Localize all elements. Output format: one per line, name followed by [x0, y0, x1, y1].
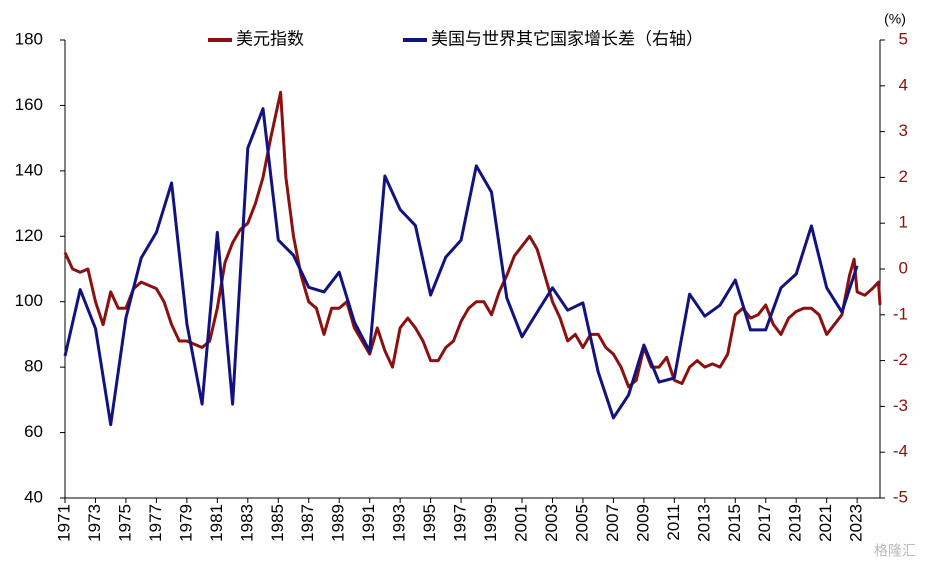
x-tick-label: 2013 — [694, 504, 713, 542]
y2-tick-label: 1 — [899, 213, 908, 232]
x-tick-label: 2017 — [755, 504, 774, 542]
y2-tick-label: -3 — [893, 396, 908, 415]
x-tick-label: 1983 — [237, 504, 256, 542]
x-tick-label: 2005 — [572, 504, 591, 542]
y-tick-label: 40 — [24, 487, 43, 506]
x-tick-label: 2007 — [603, 504, 622, 542]
x-tick-label: 1977 — [146, 504, 165, 542]
x-tick-label: 2015 — [725, 504, 744, 542]
x-tick-label: 1973 — [85, 504, 104, 542]
legend-label: 美国与世界其它国家增长差（右轴） — [431, 29, 703, 48]
x-tick-label: 1979 — [176, 504, 195, 542]
x-tick-label: 1985 — [268, 504, 287, 542]
x-tick-label: 1999 — [481, 504, 500, 542]
x-tick-label: 1991 — [359, 504, 378, 542]
y-tick-label: 100 — [15, 291, 43, 310]
x-tick-label: 1971 — [54, 504, 73, 542]
y2-tick-label: -2 — [893, 350, 908, 369]
y2-tick-label: 2 — [899, 167, 908, 186]
y-tick-label: 140 — [15, 160, 43, 179]
y2-tick-label: 4 — [899, 75, 908, 94]
y2-unit: (%) — [884, 11, 906, 27]
x-tick-label: 2023 — [847, 504, 866, 542]
x-tick-label: 1975 — [115, 504, 134, 542]
x-tick-label: 2011 — [664, 504, 683, 541]
x-tick-label: 1997 — [451, 504, 470, 542]
y-tick-label: 80 — [24, 357, 43, 376]
y-tick-label: 180 — [15, 29, 43, 48]
y-tick-label: 160 — [15, 95, 43, 114]
x-tick-label: 2001 — [511, 504, 530, 542]
x-tick-label: 2021 — [816, 504, 835, 542]
x-tick-label: 2003 — [542, 504, 561, 542]
y-tick-label: 120 — [15, 226, 43, 245]
watermark: 格隆汇 — [874, 543, 916, 559]
series-line — [63, 107, 859, 427]
x-tick-label: 1989 — [329, 504, 348, 542]
series-line — [63, 90, 882, 389]
y2-tick-label: -1 — [893, 304, 908, 323]
y-tick-label: 60 — [24, 422, 43, 441]
y2-tick-label: 5 — [899, 29, 908, 48]
x-tick-label: 2009 — [633, 504, 652, 542]
x-tick-label: 1987 — [298, 504, 317, 542]
y2-tick-label: -5 — [893, 487, 908, 506]
y2-tick-label: 0 — [899, 258, 908, 277]
legend-label: 美元指数 — [236, 29, 304, 48]
y2-tick-label: 3 — [899, 121, 908, 140]
x-tick-label: 2019 — [786, 504, 805, 542]
x-tick-label: 1995 — [420, 504, 439, 542]
y2-tick-label: -4 — [893, 442, 908, 461]
x-tick-label: 1993 — [390, 504, 409, 542]
x-tick-label: 1981 — [207, 504, 226, 542]
